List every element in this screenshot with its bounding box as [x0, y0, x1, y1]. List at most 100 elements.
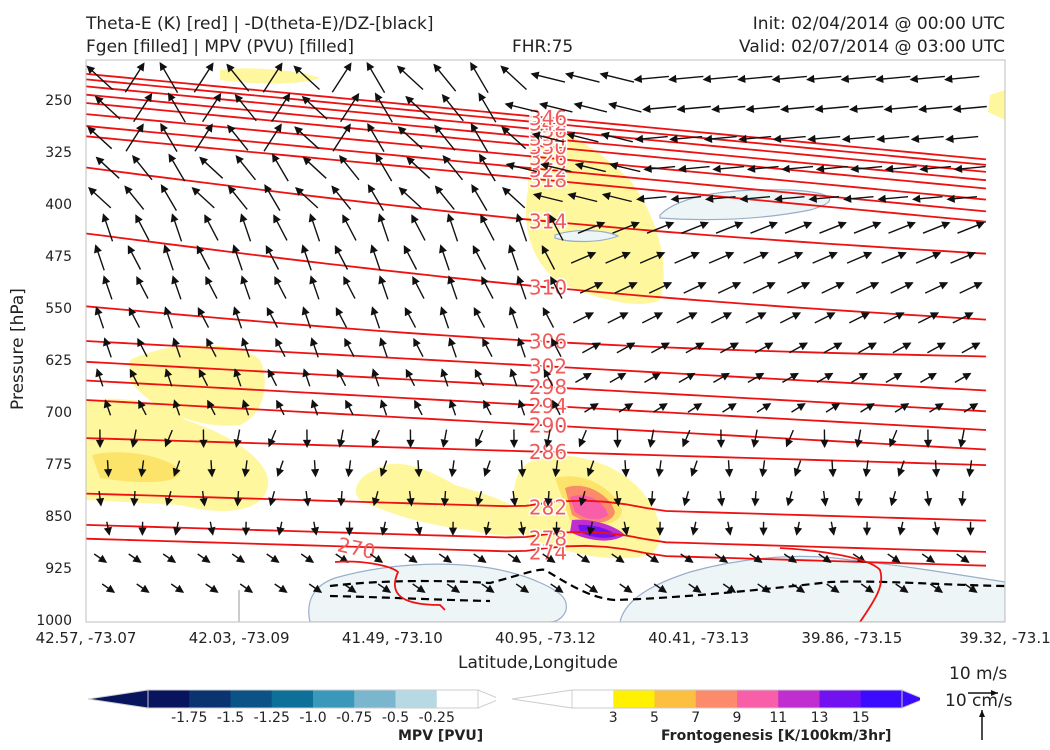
wind-vector-head [975, 221, 985, 230]
wind-vector-head [806, 74, 815, 84]
wind-vector-head [634, 134, 644, 143]
wind-vector-head [651, 372, 661, 381]
wind-vector-head [647, 498, 657, 507]
wind-vector-head [831, 403, 841, 411]
colorbar-cell [778, 690, 820, 708]
colorbar-cell [695, 690, 738, 708]
y-tick-label: 400 [45, 196, 72, 213]
wind-vector-head [483, 467, 491, 477]
wind-vector-head [877, 194, 886, 203]
wind-vector-head [482, 337, 490, 348]
wind-vector-head [795, 584, 806, 593]
wind-vector-head [206, 337, 214, 348]
wind-vector-head [643, 164, 652, 173]
wind-vector-head [205, 275, 213, 286]
wind-vector-head [274, 275, 282, 286]
theta-e-labels: 2742782822862902942983023063103143183223… [335, 104, 568, 566]
fgen-colorbar [511, 689, 920, 709]
wind-vector-head [677, 164, 687, 173]
wind-vector-head [501, 126, 511, 135]
dthetae-dz-contour [329, 568, 1005, 602]
wind-vector-head [662, 282, 673, 290]
wind-vector-head [309, 275, 318, 285]
wind-vector-head [274, 62, 283, 72]
wind-vector-head [163, 244, 171, 254]
wind-vector-head [889, 497, 898, 507]
wind-vector-head [408, 554, 418, 563]
y-tick-label: 700 [45, 404, 72, 421]
wind-vector-head [759, 251, 769, 260]
wind-vector-head [621, 526, 630, 536]
wind-vector-head [282, 92, 291, 103]
wind-vector-head [370, 244, 378, 254]
wind-vector-head [869, 282, 880, 290]
wind-vector-head [94, 306, 103, 316]
theta-e-contour-274 [86, 537, 987, 567]
wind-vector-head [884, 164, 894, 173]
wind-vector-head [567, 192, 577, 201]
wind-vector-head [635, 194, 645, 203]
wind-vector-head [481, 275, 489, 286]
wind-vector-head [241, 527, 251, 536]
theta-e-label-282: 282 [529, 496, 567, 520]
wind-vector-head [472, 245, 481, 255]
wind-vector-head [608, 101, 618, 110]
colorbar-tick-label: -1.0 [299, 710, 327, 726]
wind-vector-head [729, 342, 739, 351]
colorbar-extend-right [477, 689, 496, 709]
colorbar-extend-right [901, 689, 920, 709]
wind-vector-head [690, 526, 699, 536]
wind-vector-head [373, 554, 384, 563]
wind-vector-head [676, 104, 686, 113]
wind-vector-head [540, 161, 550, 170]
wind-vector-head [485, 584, 495, 593]
wind-vector-head [380, 526, 389, 536]
wind-vector-head [820, 497, 829, 507]
mpv-colorbar-title: MPV [PVU] [398, 728, 484, 744]
wind-vector-head [931, 468, 941, 478]
wind-vector-head [927, 372, 937, 381]
wind-vector-head [785, 438, 794, 448]
wind-vector-head [205, 62, 214, 72]
wind-vector-head [441, 93, 451, 104]
colorbar-cell [654, 690, 697, 708]
theta-e-contour-346 [86, 73, 987, 161]
wind-vector-head [270, 554, 280, 563]
wind-vector-head [759, 468, 768, 478]
colorbar-tick-label: -0.25 [418, 710, 455, 726]
wind-vector-head [302, 439, 312, 449]
wind-vector-head [541, 245, 550, 255]
wind-vector-head [655, 527, 665, 536]
wind-vector-head [822, 554, 832, 563]
wind-vector-head [172, 399, 181, 409]
wind-vector-head [791, 312, 802, 320]
wind-vector-head [88, 187, 97, 196]
wind-vector-head [837, 221, 847, 230]
wind-vector-head [785, 497, 794, 507]
wind-vector-head [564, 71, 574, 80]
wind-vector-head [895, 312, 905, 320]
ref-vertical-label: 10 cm/s [945, 691, 1013, 711]
wind-vector-head [517, 526, 526, 536]
wind-vector-head [718, 554, 729, 563]
wind-vector-head [446, 213, 455, 223]
x-axis-label: Latitude,Longitude [458, 653, 618, 673]
wind-vector-head [539, 101, 549, 110]
wind-vector-head [546, 554, 556, 563]
wind-vector-head [381, 584, 392, 593]
wind-vector-head [227, 185, 237, 195]
theta-e-label-298: 298 [529, 375, 567, 399]
wind-vector-head [854, 498, 864, 507]
wind-vector-head [668, 74, 677, 84]
wind-vector-head [543, 368, 552, 379]
wind-vector-head [235, 554, 246, 563]
wind-vector-head [897, 526, 906, 536]
wind-vector-head [746, 164, 756, 173]
colorbar-cell [230, 690, 273, 708]
wind-vector-head [483, 399, 491, 410]
wind-vector-head [138, 468, 147, 478]
wind-vector-head [669, 134, 678, 143]
wind-vector-head [243, 584, 254, 593]
wind-vector-head [276, 467, 284, 477]
